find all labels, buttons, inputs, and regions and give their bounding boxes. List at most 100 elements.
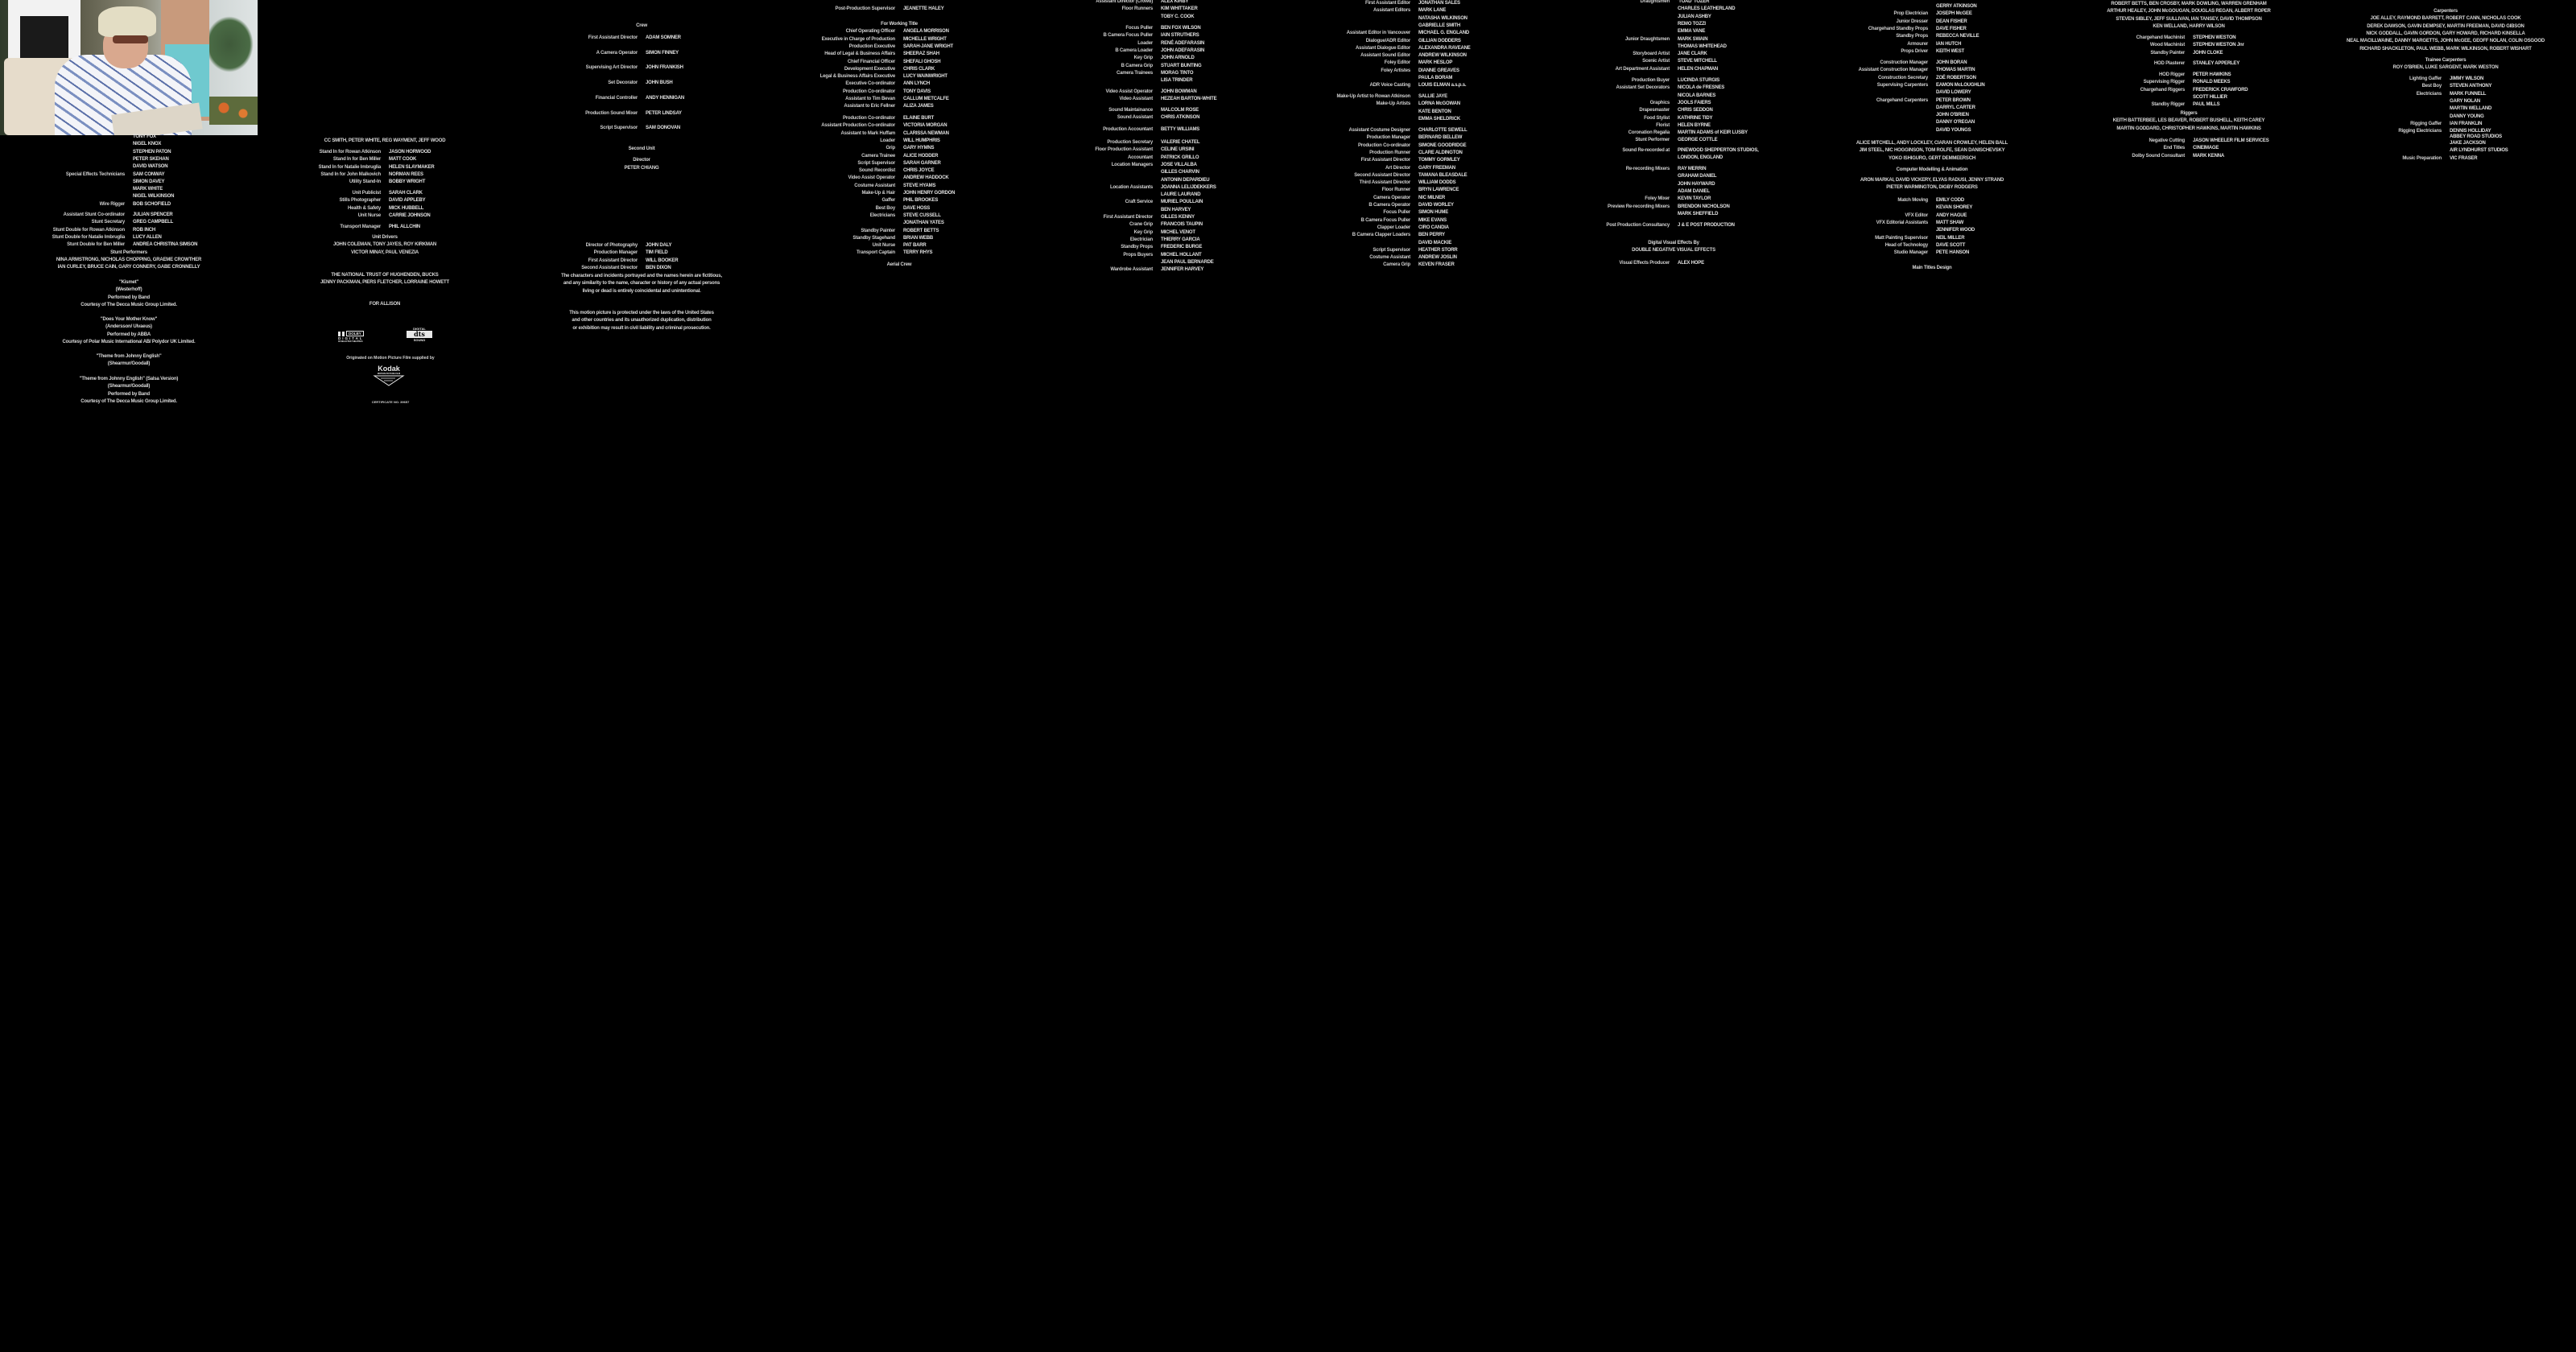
credit-row: Art Director GARY FREEMAN (1173, 165, 1656, 171)
credit-name: MARK FUNNELL (2450, 91, 2487, 97)
credit-name: IAN HUTCH (1936, 41, 1962, 47)
credit-row: Grip GARY HYMNS (658, 145, 1141, 151)
credit-name: GEORGE COTTLE (1678, 138, 1718, 143)
credit-name: EMILY CODD (1936, 198, 1965, 203)
credit-row: GABRIELLE SMITH (1173, 23, 1656, 29)
credit-row: JENNIFER WOOD (1690, 227, 2174, 233)
credit-row: EMMA VANE (1432, 28, 1915, 35)
credit-name: THOMAS WHITEHEAD (1678, 43, 1727, 49)
credit-role (1947, 94, 2189, 101)
credit-line: JOHN COLEMAN, TONY JAYES, ROY KIRKMAN (332, 242, 437, 248)
credit-name: JONATHAN SALES (1418, 1, 1460, 6)
credit-name: THIERRY GARCIA (1161, 237, 1200, 242)
credit-name: TERRY RHYS (903, 250, 933, 256)
credit-line: ROBERT BETTS, BEN CROSBY, MARK DOWLING, … (2111, 2, 2267, 6)
credit-role (1432, 28, 1674, 35)
credit-name: JANE CLARK (1678, 52, 1707, 57)
credit-role: Development Executive (844, 66, 895, 72)
certificate-number: CERTIFICATE NO. 39657 (371, 400, 410, 404)
credit-row: Assistant Stunt Co-ordinator JULIAN SPENC… (0, 212, 370, 218)
credit-row: Production Manager BERNARD BELLEW (1173, 134, 1656, 141)
credit-name: MARTIN ADAMS of KEIR LUSBY (1678, 130, 1748, 136)
credit-name: JULIAN SPENCER (133, 212, 173, 217)
credit-row: First Assistant Director WILL BOOKER (400, 258, 883, 264)
credit-row: Development Executive CHRIS CLARK (658, 66, 1141, 72)
credit-name: NICOLA de FRESNES (1678, 85, 1725, 91)
credit-role (1690, 227, 1932, 233)
credit-name: SAM DONOVAN (646, 126, 681, 131)
film-stock-credit: Originated on Motion Picture Film suppli… (346, 356, 435, 361)
credit-line: Second Unit (628, 146, 655, 151)
credit-role: Electricians (2416, 91, 2442, 97)
credit-role: Supervising Rigger (2143, 80, 2186, 85)
credit-name: MURIEL POULLAIN (1161, 200, 1203, 205)
credit-name: GILLIAN DODDERS (1418, 38, 1461, 43)
credit-line: Courtesy of The Decca Music Group Limite… (80, 398, 177, 404)
credit-row: JOHN HAYWARD (1432, 181, 1915, 188)
credit-role: Second Assistant Director (581, 265, 638, 270)
credit-role: VFX Editor (1905, 212, 1928, 218)
credit-row: Crane Grip FRANCOIS TAUPIN (915, 221, 1398, 228)
credit-row: Assistant to Tim Bevan CALLUM METCALFE (658, 96, 1141, 102)
credit-line: Courtesy of The Decca Music Group Limite… (80, 302, 177, 307)
credit-row: Assistant to Mark Huffam CLARISSA NEWMAN (658, 130, 1141, 137)
credit-row: Make-Up Artist to Rowan Atkinson SALLIE J… (1173, 93, 1656, 100)
credit-line: living or dead is entirely coincidental … (582, 288, 701, 294)
credit-row: Stunt Performer GEORGE COTTLE (1432, 137, 1915, 143)
credit-role (1432, 6, 1674, 12)
credit-row: DAVID MACKIE (1173, 240, 1656, 246)
credit-row: Loader RENÉ ADEFARASIN (915, 40, 1398, 47)
credit-name: LUCINDA STURGIS (1678, 78, 1720, 83)
credit-role: Production Manager (1366, 135, 1411, 141)
credit-role: Unit Publicist (352, 191, 381, 196)
credit-row: REMO TOZZI (1432, 21, 1915, 27)
credit-name: EAMON McLOUGHLIN (1936, 82, 1985, 88)
credit-line: DOUBLE NEGATIVE VISUAL EFFECTS (1632, 248, 1715, 254)
credit-name: NORMAN REES (389, 171, 423, 177)
credit-row: B Camera Focus Puller MIKE EVANS (1173, 217, 1656, 224)
credit-role (1432, 93, 1674, 99)
credit-row: Loader WILL HUMPHRIS (658, 138, 1141, 144)
credit-line: PETER CHIANG (624, 166, 659, 171)
credit-role (915, 192, 1157, 198)
credit-name: ANDREA CHRISTINA SIMSON (133, 242, 198, 248)
credit-name: CHARLES LEATHERLAND (1678, 6, 1736, 12)
credit-role: Gaffer (881, 198, 896, 204)
kodak-logo: Kodak MOTION PICTURE FILM (366, 365, 411, 390)
credit-role (1432, 43, 1674, 50)
credit-name: MARK SHEFFIELD (1678, 211, 1719, 216)
credit-role: Florist (1656, 122, 1670, 128)
credit-role: Stunt Double for Ben Miller (67, 242, 125, 248)
credit-name: HELEN CHAPMAN (1678, 66, 1719, 72)
credit-role: Financial Controller (595, 95, 638, 101)
credit-role (2204, 98, 2446, 105)
credit-name: EMMA VANE (1678, 29, 1706, 35)
credit-row: Graphics JOOLS FAIERS (1432, 100, 1915, 106)
credit-row: Electrician THIERRY GARCIA (915, 237, 1398, 243)
credit-name: KEVAN SHOREY (1936, 205, 1973, 211)
credit-name: PETER SKEHAN (133, 156, 169, 162)
credit-line: For Working Title (881, 22, 918, 27)
credit-name: AIR LYNDHURST STUDIOS (2450, 148, 2508, 154)
credit-role: A Camera Operator (596, 50, 638, 56)
credit-name: DENNIS HOLLIDAY (2450, 129, 2491, 134)
credit-role (1432, 181, 1674, 188)
credit-name: 'TOAD' TOZER (1678, 0, 1710, 4)
credit-row: Standby Painter ROBERT BETTS (658, 228, 1141, 234)
credit-row: Head of Technology DAVE SCOTT (1690, 242, 2174, 249)
credit-role: Props Buyers (1123, 252, 1153, 258)
credit-role: Transport Manager (340, 225, 381, 229)
credit-row: Production Manager TIM FIELD (400, 249, 883, 256)
credit-role: Lighting Gaffer (2409, 76, 2442, 81)
credit-row: Unit Nurse PAT BARR (658, 242, 1141, 249)
credit-row: Chargehand Machinist STEPHEN WESTON (1947, 35, 2430, 41)
credit-line: KEITH BATTERBEE, LES BEAVER, ROBERT BUSH… (2112, 118, 2265, 124)
credit-line: ARTHUR HEALEY, JOHN McGOUGAN, DOUGLAS RE… (2107, 9, 2271, 14)
credit-role: Set Decorator (608, 80, 638, 86)
credit-role (1690, 119, 1932, 126)
credit-role: Post Production Consultancy (1606, 223, 1670, 228)
credit-role: Stills Photographer (339, 198, 381, 204)
credit-row: VFX Editor ANDY HAGUE (1690, 212, 2174, 219)
credit-row: Assistant to Eric Fellner ALIZA JAMES (658, 103, 1141, 109)
credit-name: JOHN BOWMAN (1161, 89, 1197, 94)
